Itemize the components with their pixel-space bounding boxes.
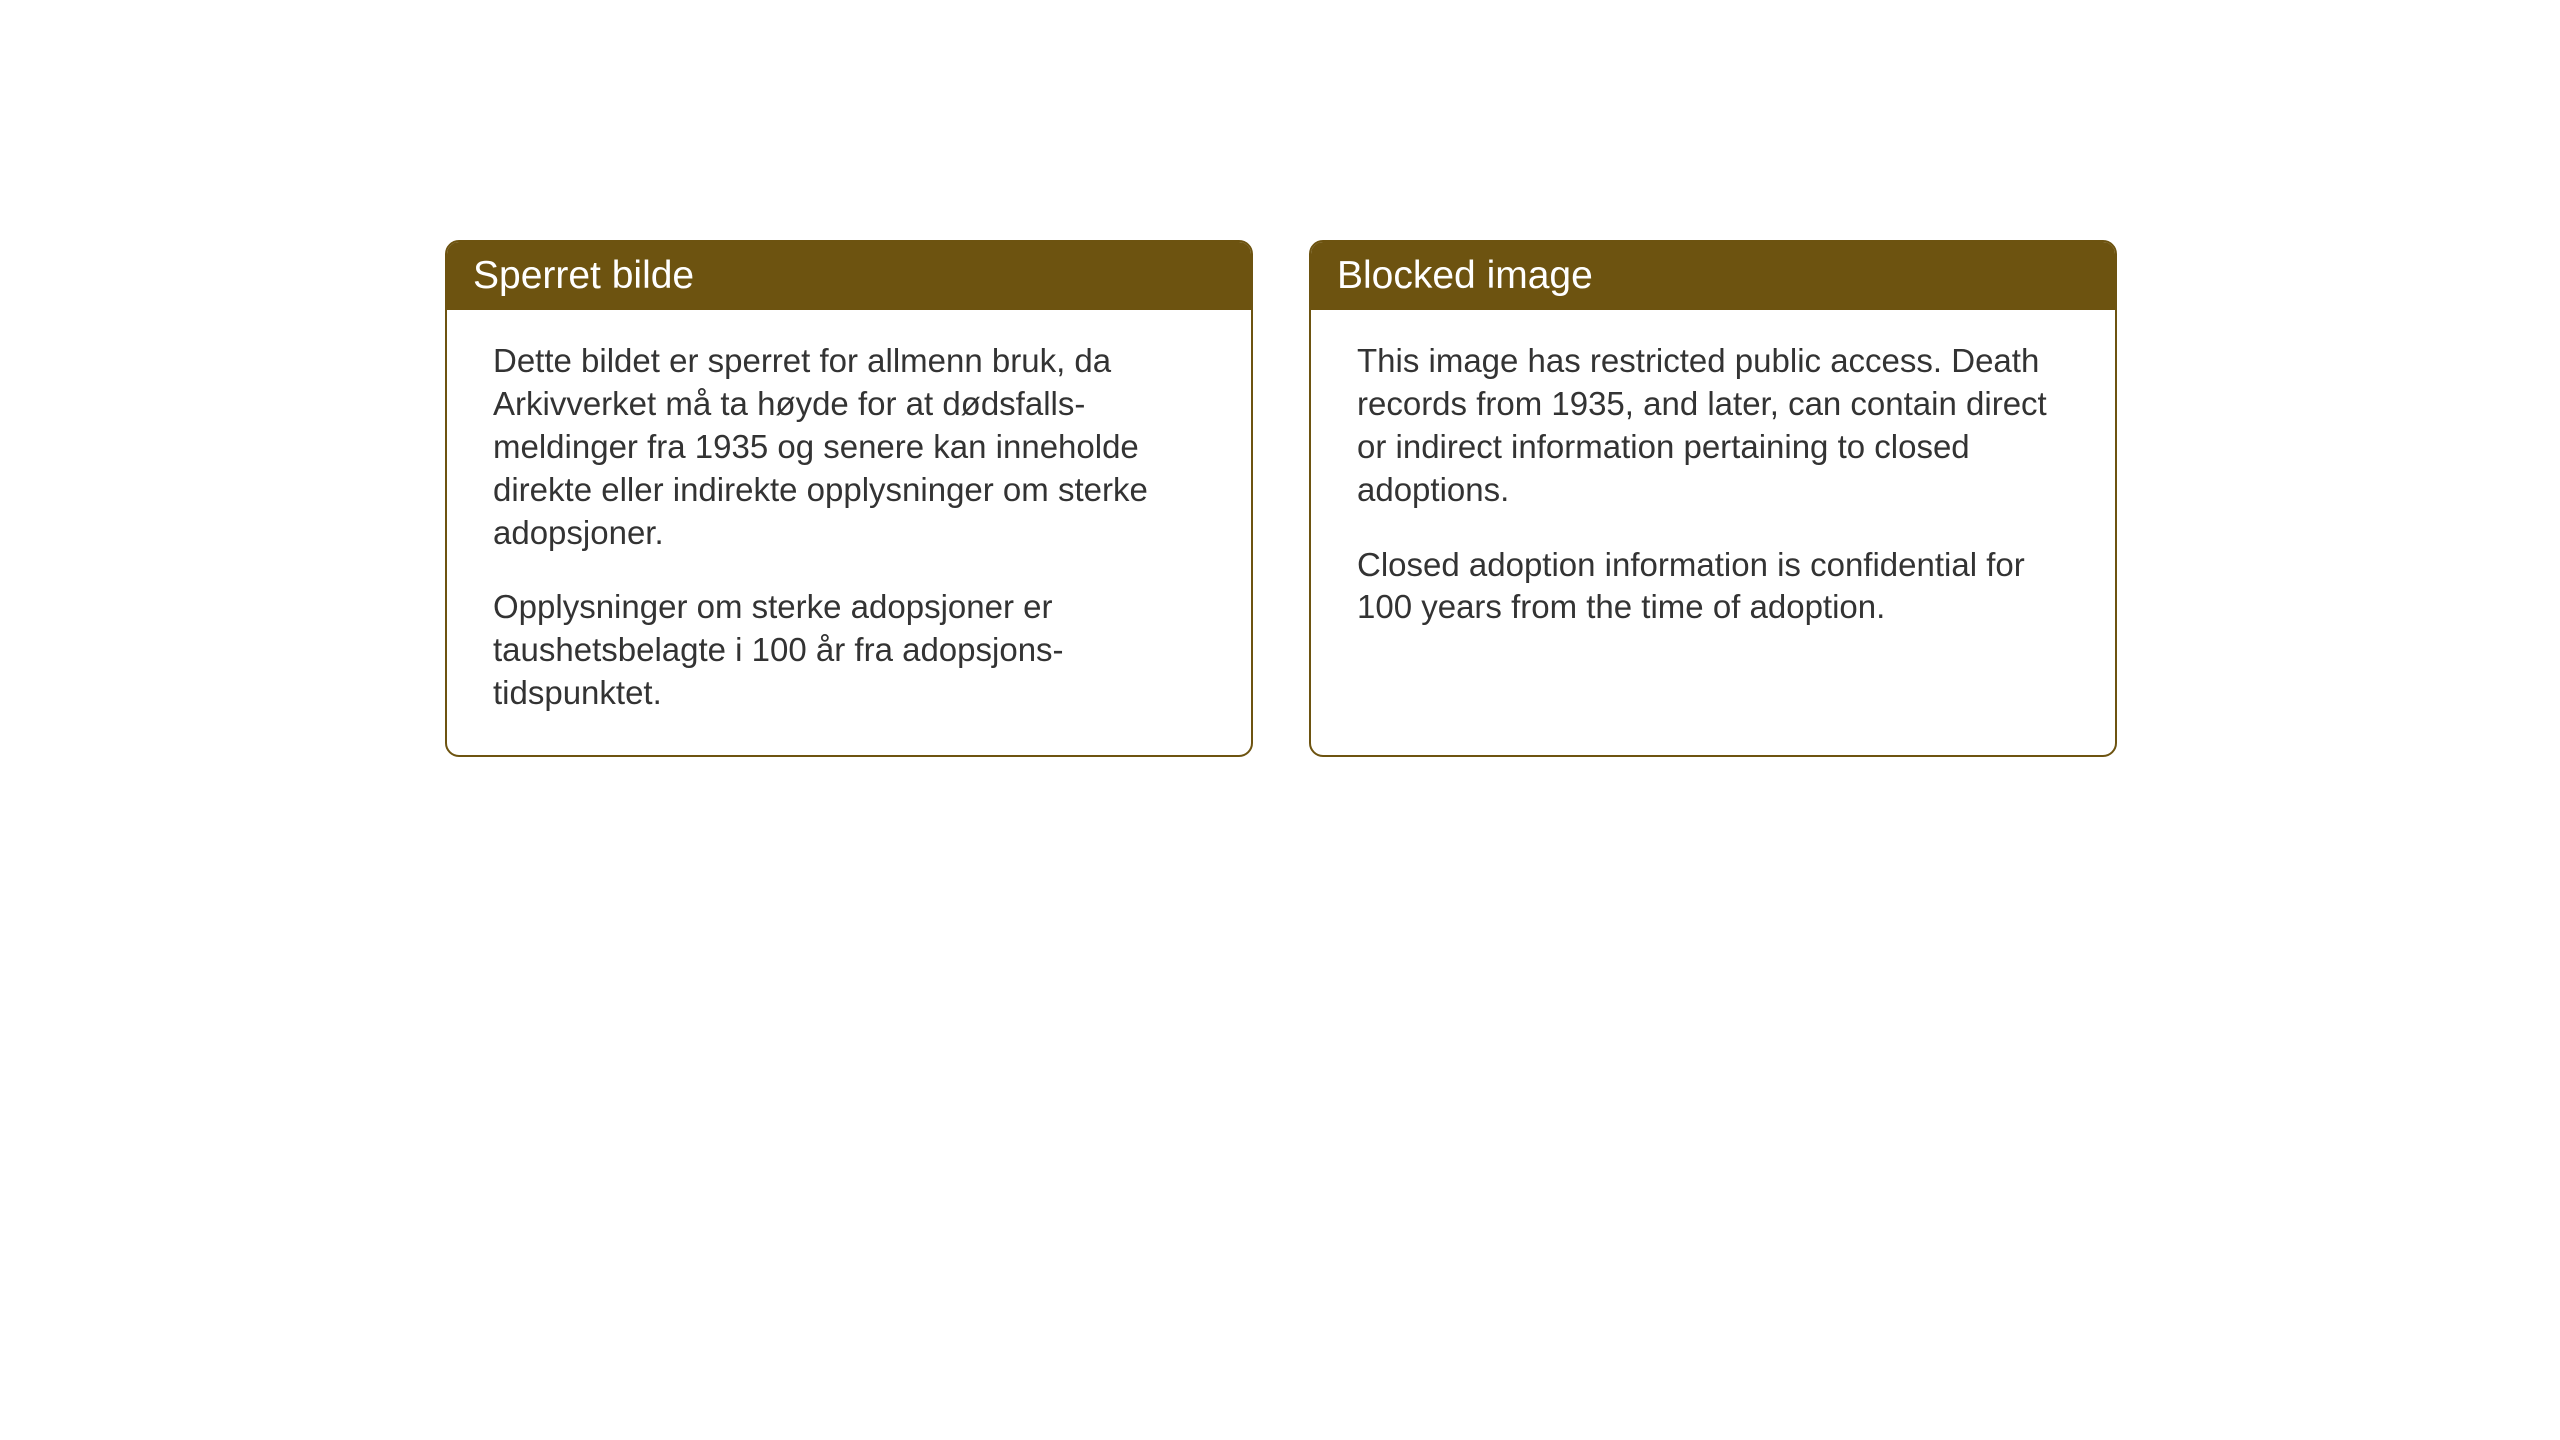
- english-paragraph-2: Closed adoption information is confident…: [1357, 544, 2069, 630]
- norwegian-notice-card: Sperret bilde Dette bildet er sperret fo…: [445, 240, 1253, 757]
- english-card-title: Blocked image: [1311, 242, 2115, 310]
- notice-cards-container: Sperret bilde Dette bildet er sperret fo…: [445, 240, 2117, 757]
- norwegian-paragraph-2: Opplysninger om sterke adopsjoner er tau…: [493, 586, 1205, 715]
- english-notice-card: Blocked image This image has restricted …: [1309, 240, 2117, 757]
- norwegian-paragraph-1: Dette bildet er sperret for allmenn bruk…: [493, 340, 1205, 554]
- english-paragraph-1: This image has restricted public access.…: [1357, 340, 2069, 512]
- norwegian-card-title: Sperret bilde: [447, 242, 1251, 310]
- norwegian-card-body: Dette bildet er sperret for allmenn bruk…: [447, 310, 1251, 755]
- english-card-body: This image has restricted public access.…: [1311, 310, 2115, 669]
